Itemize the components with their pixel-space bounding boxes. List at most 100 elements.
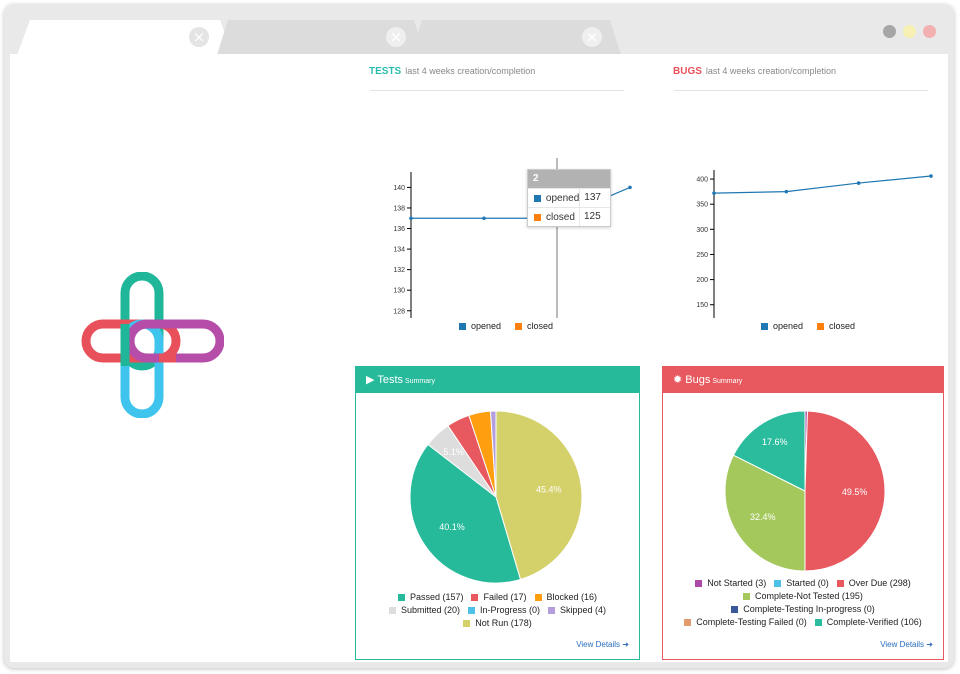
data-point-opened: [628, 185, 632, 190]
bugs-view-details-link[interactable]: View Details ➜: [880, 640, 933, 649]
arrow-circle-right-icon: ➜: [926, 640, 933, 649]
pie-slice-not-run: [495, 410, 583, 581]
tab-3[interactable]: ×: [410, 20, 622, 58]
legend-item[interactable]: Submitted (20): [388, 604, 460, 617]
bugs-summary-title: Bugs: [685, 374, 711, 386]
legend-swatch: [774, 580, 782, 587]
tooltip-series-value: 137: [579, 189, 610, 207]
legend-item[interactable]: Complete-Testing Failed (0): [684, 616, 807, 629]
legend-swatch: [684, 619, 692, 626]
legend-swatch: [534, 594, 542, 601]
legend-swatch: [459, 322, 466, 330]
legend-item[interactable]: Failed (17): [471, 591, 527, 604]
legend-item[interactable]: Over Due (298): [836, 577, 911, 590]
legend-item[interactable]: Started (0): [774, 577, 829, 590]
tooltip-series-name: opened: [545, 192, 580, 204]
bugs-trend-legend: opened closed: [761, 321, 855, 331]
browser-window: × × × TESTS last 4 weeks creation/complet…: [4, 4, 954, 668]
data-point-opened: [712, 191, 716, 195]
bugs-trend-divider: [674, 90, 928, 91]
pie-slice-label: 17.6%: [762, 437, 788, 447]
pie-slice-label: 49.5%: [842, 487, 868, 497]
legend-item[interactable]: Complete-Not Tested (195): [743, 590, 863, 603]
tests-summary-legend: Passed (157) Failed (17) Blocked (16) Submi…: [356, 591, 639, 630]
tab-2[interactable]: ×: [216, 20, 426, 58]
legend-label: Over Due (298): [848, 578, 911, 588]
tests-trend-title: TESTS: [369, 66, 402, 77]
legend-label: Failed (17): [483, 592, 527, 602]
y-tick-label: 138: [393, 205, 405, 212]
series-line-opened: [713, 175, 932, 194]
window-control-minimize[interactable]: [883, 25, 896, 38]
legend-item-closed[interactable]: closed: [817, 321, 855, 331]
bugs-summary-header: ✹ Bugs Summary: [663, 367, 943, 393]
legend-swatch: [467, 607, 475, 614]
tab-1[interactable]: ×: [16, 20, 234, 58]
y-tick-label: 400: [696, 177, 708, 184]
pie-slice-over-due: [804, 410, 886, 572]
legend-label: Started (0): [786, 578, 829, 588]
chart-tooltip: 2 opened 137 closed 125: [527, 169, 611, 227]
tab-3-close-icon[interactable]: ×: [582, 27, 602, 47]
legend-label: opened: [773, 321, 804, 331]
y-tick-label: 130: [393, 288, 405, 295]
y-tick-label: 140: [393, 185, 405, 192]
legend-label: Blocked (16): [546, 592, 598, 602]
y-tick-label: 350: [696, 202, 708, 209]
legend-item[interactable]: Skipped (4): [548, 604, 606, 617]
legend-item[interactable]: Not Run (178): [463, 617, 532, 630]
tests-summary-header: ▶ Tests Summary: [356, 367, 639, 393]
view-details-label: View Details: [880, 640, 925, 649]
tab-1-close-icon[interactable]: ×: [189, 27, 209, 47]
bugs-summary-legend: Not Started (3) Started (0) Over Due (298)…: [663, 577, 943, 629]
legend-item[interactable]: Complete-Verified (106): [814, 616, 922, 629]
tests-summary-pie: 45.4% 40.1% 5.1%: [409, 410, 583, 584]
legend-row: Complete-Testing Failed (0) Complete-Veri…: [663, 616, 943, 629]
tooltip-row-closed: closed 125: [528, 207, 610, 226]
window-control-close[interactable]: [923, 25, 936, 38]
legend-label: Not Started (3): [707, 578, 767, 588]
bugs-trend-subtitle: last 4 weeks creation/completion: [705, 66, 836, 76]
legend-swatch: [743, 593, 751, 600]
tests-view-details-link[interactable]: View Details ➜: [576, 640, 629, 649]
arrow-circle-right-icon: ➜: [622, 640, 629, 649]
legend-item[interactable]: Blocked (16): [534, 591, 598, 604]
tests-trend-subtitle: last 4 weeks creation/completion: [405, 66, 536, 76]
pie-slice-label: 32.4%: [750, 512, 776, 522]
tooltip-swatch: [534, 194, 541, 202]
tests-summary-subtitle: Summary: [405, 378, 435, 385]
y-tick-label: 128: [393, 308, 405, 315]
legend-label: Passed (157): [409, 592, 464, 602]
y-tick-label: 132: [393, 267, 405, 274]
legend-item-opened[interactable]: opened: [761, 321, 803, 331]
legend-item-closed[interactable]: closed: [515, 321, 553, 331]
legend-row: Submitted (20) In-Progress (0) Skipped (4): [356, 604, 639, 617]
legend-swatch: [463, 620, 471, 627]
legend-item[interactable]: Passed (157): [397, 591, 464, 604]
tooltip-series-value: 125: [579, 208, 610, 226]
legend-row: Complete-Testing In-progress (0): [663, 603, 943, 616]
view-details-label: View Details: [576, 640, 621, 649]
tab-2-close-icon[interactable]: ×: [386, 27, 406, 47]
window-control-maximize[interactable]: [903, 25, 916, 38]
legend-item-opened[interactable]: opened: [459, 321, 501, 331]
pie-slice-complete-verified: [732, 410, 806, 492]
y-tick-label: 134: [393, 247, 405, 254]
legend-label: Complete-Not Tested (195): [755, 591, 863, 601]
legend-item[interactable]: In-Progress (0): [467, 604, 541, 617]
legend-label: closed: [527, 321, 554, 331]
legend-row: Not Run (178): [356, 617, 639, 630]
bugs-trend-header: BUGS last 4 weeks creation/completion: [673, 66, 836, 77]
bugs-trend-chart: 501001502002503003504000123: [696, 170, 933, 318]
legend-label: Complete-Verified (106): [826, 617, 922, 627]
legend-item[interactable]: Complete-Testing In-progress (0): [731, 603, 875, 616]
legend-label: In-Progress (0): [479, 605, 541, 615]
pie-slice-skipped: [489, 410, 497, 498]
legend-swatch: [388, 607, 396, 614]
y-tick-label: 250: [696, 252, 708, 259]
bugs-summary-pie: 49.5% 32.4% 17.6%: [724, 410, 886, 572]
legend-label: opened: [471, 321, 502, 331]
tests-trend-chart: 1241261281301321341361381400123: [393, 158, 632, 318]
legend-item[interactable]: Not Started (3): [695, 577, 766, 590]
pie-slice-passed: [409, 443, 522, 584]
